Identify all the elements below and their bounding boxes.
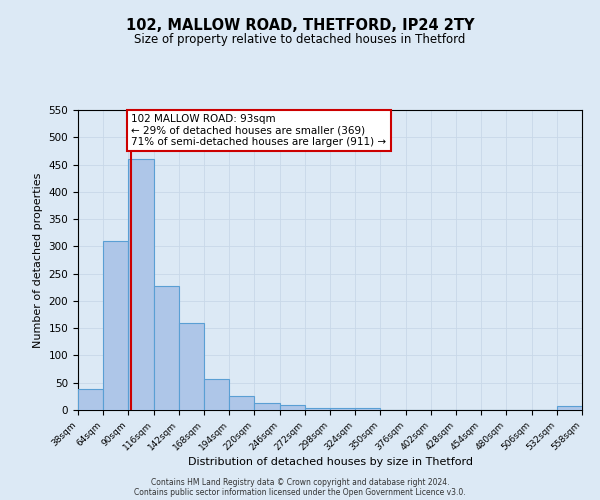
Text: Contains HM Land Registry data © Crown copyright and database right 2024.: Contains HM Land Registry data © Crown c… — [151, 478, 449, 487]
X-axis label: Distribution of detached houses by size in Thetford: Distribution of detached houses by size … — [187, 458, 473, 468]
Bar — [330, 408, 355, 410]
Bar — [557, 406, 582, 410]
Bar — [78, 388, 103, 410]
Bar — [128, 159, 154, 410]
Bar — [204, 379, 229, 410]
Y-axis label: Number of detached properties: Number of detached properties — [33, 172, 43, 348]
Bar — [280, 404, 305, 410]
Text: 102, MALLOW ROAD, THETFORD, IP24 2TY: 102, MALLOW ROAD, THETFORD, IP24 2TY — [126, 18, 474, 32]
Bar — [229, 396, 254, 410]
Bar — [355, 408, 380, 410]
Bar — [305, 408, 330, 410]
Text: 102 MALLOW ROAD: 93sqm
← 29% of detached houses are smaller (369)
71% of semi-de: 102 MALLOW ROAD: 93sqm ← 29% of detached… — [131, 114, 386, 147]
Bar — [154, 286, 179, 410]
Text: Size of property relative to detached houses in Thetford: Size of property relative to detached ho… — [134, 32, 466, 46]
Bar — [254, 404, 280, 410]
Bar — [103, 241, 128, 410]
Text: Contains public sector information licensed under the Open Government Licence v3: Contains public sector information licen… — [134, 488, 466, 497]
Bar — [179, 322, 204, 410]
